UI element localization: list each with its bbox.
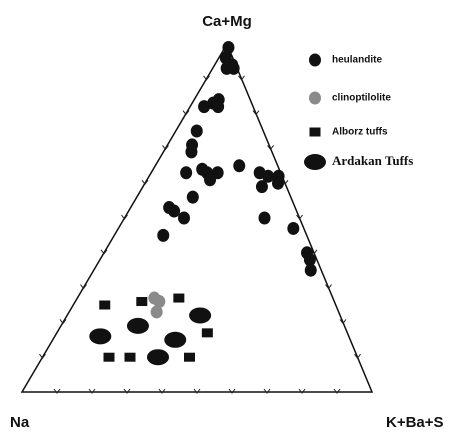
legend-marker xyxy=(304,154,326,170)
data-point xyxy=(287,221,300,235)
legend-label: heulandite xyxy=(332,55,382,66)
data-point xyxy=(198,100,211,114)
data-point xyxy=(126,317,149,334)
data-point xyxy=(233,159,246,173)
data-point xyxy=(204,173,217,187)
data-point xyxy=(103,352,115,362)
legend-marker xyxy=(309,91,321,105)
data-point xyxy=(89,328,112,345)
data-point xyxy=(185,145,198,159)
tick-mark xyxy=(354,353,361,360)
data-point xyxy=(272,176,284,190)
legend-marker xyxy=(309,53,321,67)
data-point xyxy=(303,253,316,267)
tick-mark xyxy=(158,388,166,394)
data-point xyxy=(222,40,235,54)
data-point xyxy=(164,331,187,348)
data-point xyxy=(173,293,185,303)
tick-mark xyxy=(333,388,341,394)
data-point xyxy=(304,263,317,277)
data-point xyxy=(258,211,271,225)
data-point xyxy=(227,61,240,75)
tick-mark xyxy=(100,249,108,255)
tick-mark xyxy=(267,145,274,151)
data-point xyxy=(157,228,170,242)
tick-mark xyxy=(123,388,131,394)
data-point xyxy=(136,297,148,307)
tick-mark xyxy=(39,353,46,360)
data-point xyxy=(178,211,190,225)
data-point xyxy=(262,169,275,183)
data-point xyxy=(186,190,199,204)
tick-mark xyxy=(193,388,201,394)
data-point xyxy=(255,180,268,194)
data-point xyxy=(168,204,181,218)
legend-label: clinoptilolite xyxy=(332,93,391,104)
apex-right-label: K+Ba+S xyxy=(386,414,444,431)
tick-mark xyxy=(88,388,96,394)
data-point xyxy=(212,100,225,114)
tick-mark xyxy=(59,319,67,325)
tick-mark xyxy=(228,388,236,394)
tick-mark xyxy=(325,284,332,290)
data-point xyxy=(180,166,193,180)
tick-mark xyxy=(203,75,210,81)
tick-mark xyxy=(339,319,347,325)
triangle-frame xyxy=(20,42,374,393)
tick-mark xyxy=(162,145,169,151)
tick-mark xyxy=(296,214,303,220)
tick-mark xyxy=(141,179,149,186)
apex-left-label: Na xyxy=(10,414,30,431)
tick-mark xyxy=(53,388,61,394)
tick-mark xyxy=(298,388,306,394)
data-point xyxy=(190,124,203,138)
tick-mark xyxy=(80,284,87,290)
apex-top-label: Ca+Mg xyxy=(202,13,252,30)
tick-mark xyxy=(238,75,245,81)
data-point xyxy=(99,300,111,310)
legend-marker xyxy=(309,127,321,137)
tick-mark xyxy=(182,110,190,116)
tick-mark xyxy=(263,388,271,394)
data-point xyxy=(153,295,166,309)
data-point xyxy=(150,305,163,319)
legend-label: Ardakan Tuffs xyxy=(332,153,413,168)
data-point xyxy=(124,352,136,362)
legend-label: Alborz tuffs xyxy=(332,127,388,138)
data-point xyxy=(147,349,169,366)
data-point xyxy=(189,307,212,324)
tick-mark xyxy=(121,214,128,220)
data-point xyxy=(201,328,213,338)
data-point xyxy=(184,352,195,362)
tick-mark xyxy=(252,110,260,116)
